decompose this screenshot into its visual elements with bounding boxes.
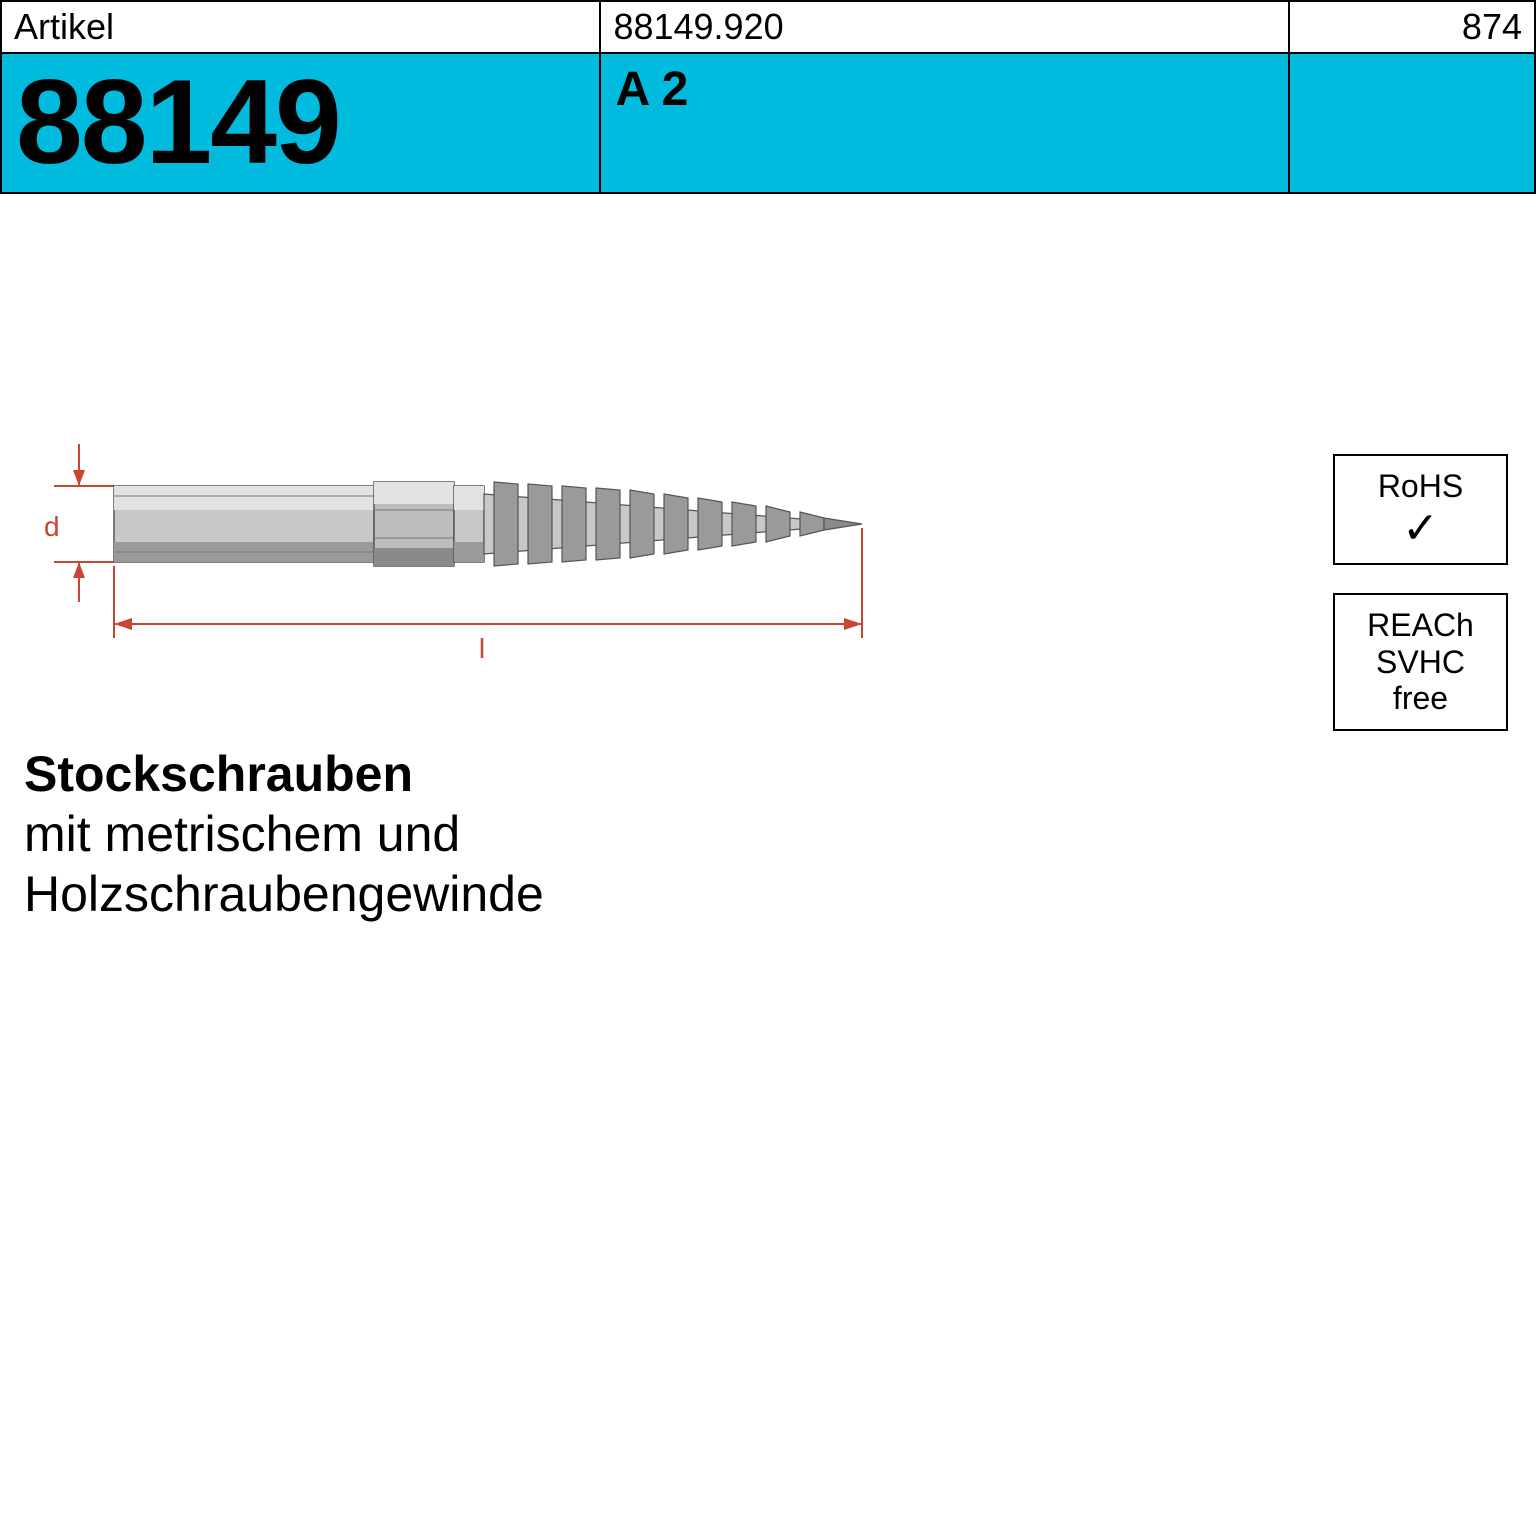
dim-l-label: l	[479, 633, 485, 664]
screw-diagram: d	[24, 424, 894, 684]
description-line3: Holzschraubengewinde	[24, 864, 544, 924]
rohs-label: RoHS	[1378, 468, 1463, 504]
description-line2: mit metrischem und	[24, 804, 544, 864]
article-number: 88149	[16, 55, 340, 189]
header-row-top: Artikel 88149.920 874	[1, 1, 1535, 53]
header-cell-artikel: Artikel	[1, 1, 600, 53]
reach-badge: REACh SVHC free	[1333, 593, 1508, 731]
dim-d-label: d	[44, 511, 60, 542]
reach-line2: SVHC	[1376, 644, 1465, 680]
material-label: A 2	[615, 63, 688, 116]
reach-line1: REACh	[1367, 607, 1474, 643]
compliance-badges: RoHS ✓ REACh SVHC free	[1333, 454, 1508, 759]
check-icon: ✓	[1343, 507, 1498, 551]
header-cell-material: A 2	[600, 53, 1289, 193]
header-cell-code: 88149.920	[600, 1, 1289, 53]
header-table: Artikel 88149.920 874 88149 A 2	[0, 0, 1536, 194]
header-cell-page: 874	[1289, 1, 1535, 53]
reach-line3: free	[1393, 680, 1448, 716]
header-cell-empty	[1289, 53, 1535, 193]
description-block: Stockschrauben mit metrischem und Holzsc…	[24, 744, 544, 924]
rohs-badge: RoHS ✓	[1333, 454, 1508, 565]
header-row-cyan: 88149 A 2	[1, 53, 1535, 193]
header-cell-bignum: 88149	[1, 53, 600, 193]
description-title: Stockschrauben	[24, 744, 544, 804]
